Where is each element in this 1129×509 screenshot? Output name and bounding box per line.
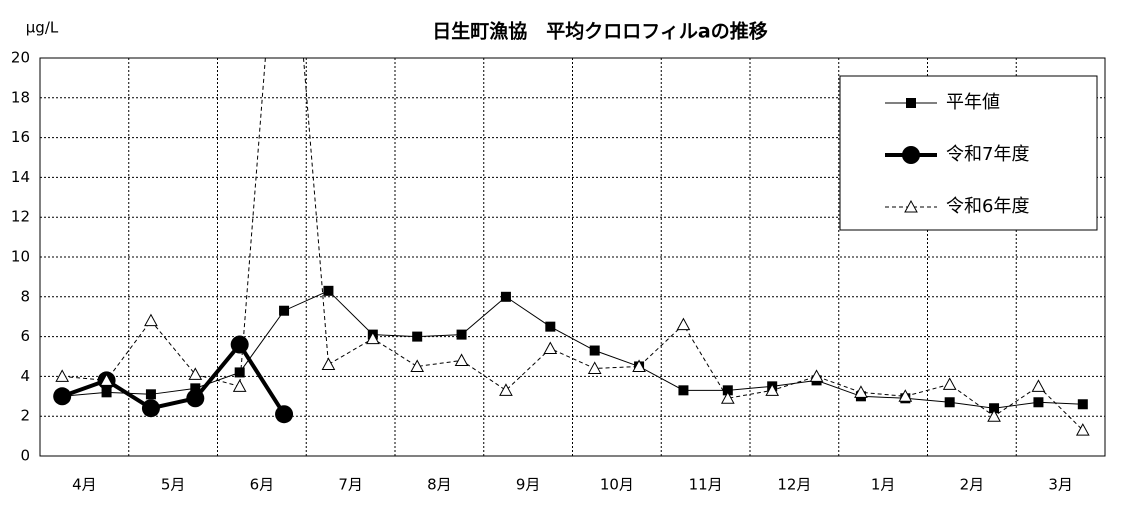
y-tick-label: 10 bbox=[11, 248, 30, 266]
marker-square bbox=[989, 403, 1000, 414]
marker-square bbox=[101, 387, 112, 398]
marker-triangle bbox=[720, 391, 735, 404]
legend-label: 令和7年度 bbox=[946, 144, 1029, 165]
marker-square bbox=[279, 305, 290, 316]
y-tick-label: 2 bbox=[20, 407, 30, 425]
x-tick-label: 2月 bbox=[960, 476, 985, 494]
marker-square bbox=[323, 285, 334, 296]
marker-square bbox=[1033, 397, 1044, 408]
x-tick-label: 7月 bbox=[338, 476, 363, 494]
series-line bbox=[62, 58, 1084, 431]
marker-circle bbox=[53, 387, 72, 406]
marker-triangle bbox=[632, 359, 646, 372]
marker-triangle bbox=[676, 317, 691, 331]
x-tick-label: 5月 bbox=[161, 476, 186, 494]
marker-square bbox=[545, 321, 556, 332]
y-tick-label: 18 bbox=[11, 88, 30, 106]
marker-square bbox=[234, 367, 245, 378]
marker-triangle bbox=[809, 369, 824, 382]
x-tick-label: 1月 bbox=[871, 476, 896, 494]
y-axis-label: μg/L bbox=[26, 19, 59, 37]
y-tick-label: 4 bbox=[20, 367, 30, 385]
marker-triangle bbox=[543, 341, 558, 355]
plot-area bbox=[53, 58, 1090, 436]
legend-label: 令和6年度 bbox=[946, 196, 1029, 217]
marker-triangle bbox=[854, 385, 868, 398]
marker-square bbox=[190, 383, 201, 394]
legend-label: 平年値 bbox=[946, 92, 1000, 113]
marker-triangle bbox=[942, 377, 957, 390]
x-tick-label: 9月 bbox=[516, 476, 541, 494]
y-tick-label: 6 bbox=[20, 327, 30, 345]
y-tick-label: 12 bbox=[11, 208, 30, 226]
x-tick-label: 12月 bbox=[777, 476, 811, 494]
y-tick-label: 8 bbox=[20, 287, 30, 305]
marker-triangle bbox=[499, 383, 513, 396]
marker-square bbox=[944, 397, 955, 408]
marker-triangle bbox=[898, 389, 913, 402]
marker-square bbox=[722, 385, 733, 396]
y-tick-label: 14 bbox=[11, 168, 30, 186]
marker-triangle bbox=[365, 331, 380, 345]
marker-triangle bbox=[454, 353, 469, 366]
marker-triangle bbox=[1031, 379, 1046, 392]
marker-triangle bbox=[904, 199, 918, 213]
marker-triangle bbox=[410, 359, 425, 372]
x-tick-label: 4月 bbox=[72, 476, 97, 494]
marker-square bbox=[678, 385, 689, 396]
marker-triangle bbox=[232, 379, 247, 392]
marker-square bbox=[456, 329, 467, 340]
marker-circle bbox=[902, 146, 920, 164]
marker-triangle bbox=[987, 409, 1001, 422]
x-tick-label: 3月 bbox=[1048, 476, 1073, 494]
marker-triangle bbox=[99, 373, 114, 386]
legend-box bbox=[839, 75, 1098, 231]
y-tick-label: 20 bbox=[11, 49, 30, 67]
plot-frame bbox=[39, 57, 1106, 457]
marker-square bbox=[1077, 399, 1088, 410]
marker-circle bbox=[141, 399, 160, 418]
marker-triangle bbox=[55, 369, 70, 382]
marker-triangle bbox=[1075, 423, 1090, 436]
marker-triangle bbox=[321, 357, 336, 370]
x-tick-label: 11月 bbox=[689, 476, 723, 494]
marker-circle bbox=[186, 389, 205, 408]
marker-square bbox=[500, 291, 511, 302]
marker-circle bbox=[230, 335, 249, 354]
marker-circle bbox=[275, 405, 294, 424]
marker-triangle bbox=[765, 383, 780, 396]
marker-square bbox=[589, 345, 600, 356]
marker-triangle bbox=[188, 367, 203, 380]
series-line bbox=[62, 290, 1083, 409]
marker-triangle bbox=[587, 361, 602, 374]
x-tick-label: 8月 bbox=[427, 476, 452, 494]
marker-square bbox=[412, 331, 423, 342]
x-tick-label: 6月 bbox=[250, 476, 275, 494]
x-tick-label: 10月 bbox=[600, 476, 634, 494]
y-tick-label: 16 bbox=[11, 128, 30, 146]
marker-square bbox=[145, 389, 156, 400]
y-tick-label: 0 bbox=[20, 447, 30, 465]
marker-square bbox=[906, 98, 916, 108]
marker-triangle bbox=[144, 313, 158, 327]
chart-title: 日生町漁協 平均クロロフィルaの推移 bbox=[432, 20, 767, 43]
